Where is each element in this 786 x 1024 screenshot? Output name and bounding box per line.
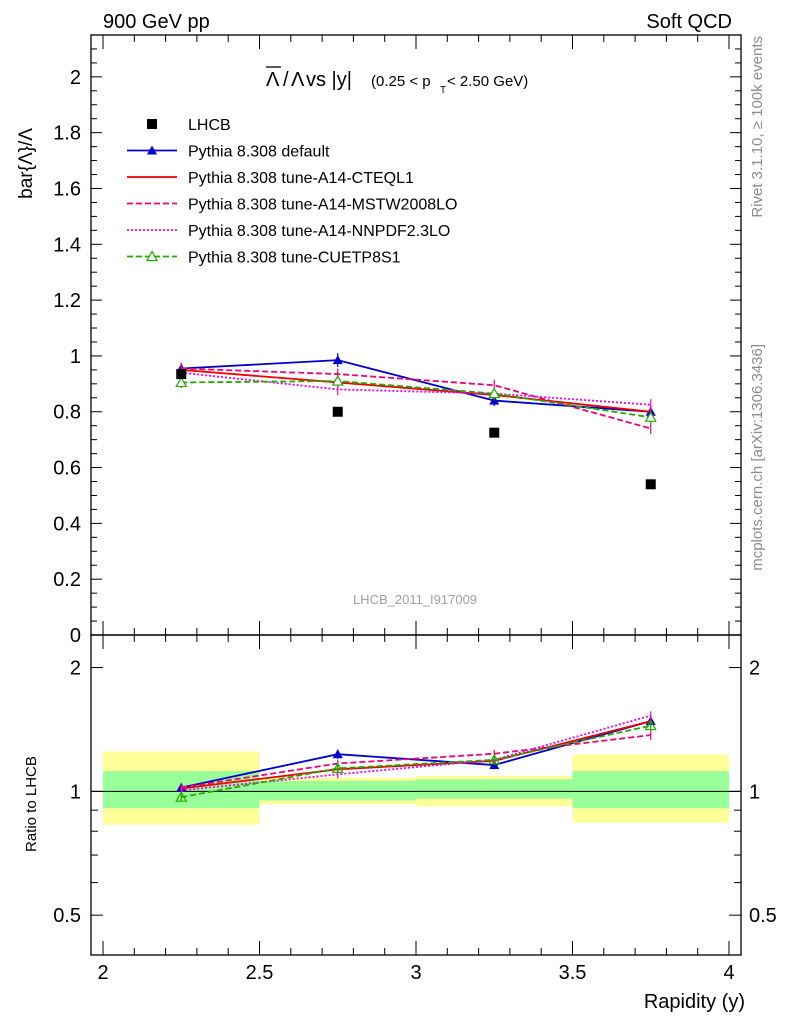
header-right: Soft QCD <box>646 11 732 33</box>
marker <box>331 374 344 386</box>
axis-ticks <box>91 34 741 956</box>
legend-label: Pythia 8.308 default <box>188 144 330 161</box>
legend-item: Pythia 8.308 tune-CUETP8S1 <box>127 250 401 267</box>
legend-item: Pythia 8.308 tune-A14-MSTW2008LO <box>127 197 457 214</box>
band-inner <box>259 780 416 801</box>
ratio-tick-label: 2 <box>70 658 81 680</box>
series <box>176 353 656 792</box>
header-left: 900 GeV pp <box>103 11 210 33</box>
legend-label: Pythia 8.308 tune-A14-MSTW2008LO <box>188 197 457 214</box>
ratio-marker <box>488 753 501 765</box>
y-tick-label: 0.2 <box>53 569 81 591</box>
ratio-tick-label-right: 1 <box>749 781 760 803</box>
y-tick-label: 1 <box>70 346 81 368</box>
svg-text:/: / <box>283 69 289 91</box>
x-axis-label: Rapidity (y) <box>644 991 745 1013</box>
title-cut-sub: T <box>440 85 446 96</box>
title-vs: vs |y| <box>306 69 352 91</box>
marker <box>332 355 343 365</box>
y-axis-label: bar{Λ}/Λ <box>16 128 37 199</box>
ratio-tick-label: 0.5 <box>53 905 81 927</box>
series <box>180 367 652 795</box>
data-point <box>176 369 187 380</box>
ratio-y-axis-label: Ratio to LHCB <box>23 756 40 852</box>
legend-marker <box>145 250 159 262</box>
title-bar-symbol: Λ <box>266 69 280 91</box>
y-tick-label: 1.4 <box>53 234 81 256</box>
series <box>180 362 652 792</box>
legend-item: Pythia 8.308 tune-A14-CTEQL1 <box>127 170 414 187</box>
ratio-line <box>181 734 651 789</box>
data-point <box>489 427 500 438</box>
ratio-line <box>181 720 651 790</box>
y-tick-label: 0.8 <box>53 402 81 424</box>
series-line <box>181 368 651 413</box>
legend-item: Pythia 8.308 tune-A14-NNPDF2.3LO <box>127 223 450 240</box>
y-tick-label: 1.2 <box>53 290 81 312</box>
y-tick-label: 0 <box>70 625 81 647</box>
series-layer <box>175 353 657 802</box>
title-cut-close: < 2.50 GeV) <box>447 73 528 90</box>
ratio-marker <box>175 790 188 802</box>
rivet-label: Rivet 3.1.10, ≥ 100k events <box>749 36 766 218</box>
series-line <box>181 371 651 406</box>
x-tick-label: 2 <box>97 962 108 984</box>
legend-label: Pythia 8.308 tune-A14-CTEQL1 <box>188 170 414 187</box>
data-points-layer <box>176 369 656 490</box>
legend-label: Pythia 8.308 tune-CUETP8S1 <box>188 250 401 267</box>
title-symbol: Λ <box>291 69 305 91</box>
legend: LHCB Pythia 8.308 default Pythia 8.308 tun… <box>127 117 457 267</box>
tick-labels: 0 0.2 0.4 0.6 0.8 1 1.2 1.4 1.6 1.8 2 2 2.5 3 3.5 4 0.5 0… <box>53 67 777 984</box>
y-tick-label: 0.4 <box>53 513 81 535</box>
marker <box>644 411 657 422</box>
ratio-line <box>181 720 651 789</box>
ratio-uncertainty-bands <box>103 751 729 825</box>
chart-title: Λ / Λ vs |y| (0.25 < p T < 2.50 GeV) <box>266 66 528 96</box>
analysis-label: LHCB_2011_I917009 <box>353 592 477 607</box>
legend-item: Pythia 8.308 default <box>127 144 330 161</box>
ratio-marker <box>644 719 657 731</box>
title-cut-open: (0.25 < p <box>371 73 431 90</box>
ratio-line <box>181 724 651 799</box>
y-tick-label: 0.6 <box>53 458 81 480</box>
x-tick-label: 4 <box>723 962 734 984</box>
y-tick-label: 1.6 <box>53 178 81 200</box>
ratio-marker <box>332 749 343 759</box>
legend-marker <box>147 145 157 155</box>
legend-label: LHCB <box>188 117 231 134</box>
x-tick-label: 3.5 <box>559 962 587 984</box>
series <box>180 364 652 793</box>
series <box>175 374 657 802</box>
source-label: mcplots.cern.ch [arXiv:1306.3436] <box>749 344 766 571</box>
marker <box>175 376 188 388</box>
marker <box>488 387 501 399</box>
legend-marker <box>147 119 157 129</box>
legend-label: Pythia 8.308 tune-A14-NNPDF2.3LO <box>188 223 450 240</box>
ratio-tick-label-right: 0.5 <box>749 905 777 927</box>
x-tick-label: 2.5 <box>246 962 274 984</box>
ratio-tick-label-right: 2 <box>749 658 760 680</box>
legend-item: LHCB <box>147 117 231 134</box>
series-line <box>181 367 651 430</box>
ratio-tick-label: 1 <box>70 781 81 803</box>
series-line <box>181 380 651 419</box>
data-point <box>645 479 656 490</box>
x-tick-label: 3 <box>410 962 421 984</box>
y-tick-label: 1.8 <box>53 123 81 145</box>
data-point <box>332 406 343 417</box>
band-inner <box>416 779 573 799</box>
ratio-marker <box>331 762 344 773</box>
y-tick-label: 2 <box>70 67 81 89</box>
band-inner <box>572 771 729 809</box>
